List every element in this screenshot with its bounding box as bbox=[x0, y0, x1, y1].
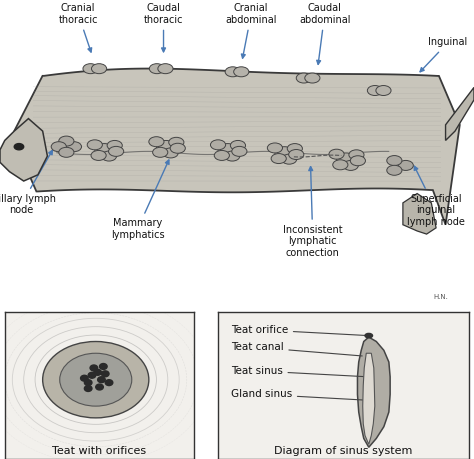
Text: Teat canal: Teat canal bbox=[231, 342, 362, 356]
Circle shape bbox=[337, 153, 356, 165]
Polygon shape bbox=[0, 118, 47, 181]
Ellipse shape bbox=[60, 353, 132, 406]
Circle shape bbox=[107, 140, 122, 151]
Circle shape bbox=[210, 140, 226, 150]
Circle shape bbox=[83, 64, 98, 73]
Circle shape bbox=[156, 140, 175, 153]
Text: H.N.: H.N. bbox=[433, 294, 448, 300]
Circle shape bbox=[376, 85, 391, 95]
Circle shape bbox=[81, 375, 88, 381]
Text: Caudal
abdominal: Caudal abdominal bbox=[299, 3, 350, 64]
Circle shape bbox=[96, 384, 103, 390]
Circle shape bbox=[230, 140, 246, 151]
Circle shape bbox=[232, 146, 247, 157]
Circle shape bbox=[234, 67, 249, 77]
Circle shape bbox=[343, 161, 358, 170]
Circle shape bbox=[94, 369, 101, 375]
Circle shape bbox=[282, 154, 297, 164]
Circle shape bbox=[88, 372, 96, 378]
Circle shape bbox=[365, 333, 373, 338]
Text: Inconsistent
lymphatic
connection: Inconsistent lymphatic connection bbox=[283, 167, 343, 258]
Circle shape bbox=[163, 148, 178, 158]
Text: Caudal
thoracic: Caudal thoracic bbox=[144, 3, 183, 52]
Ellipse shape bbox=[43, 341, 149, 418]
Text: Cranial
abdominal: Cranial abdominal bbox=[226, 3, 277, 58]
Circle shape bbox=[349, 150, 364, 160]
Circle shape bbox=[225, 151, 240, 161]
Circle shape bbox=[296, 73, 311, 83]
Text: Inguinal: Inguinal bbox=[420, 38, 467, 72]
Circle shape bbox=[59, 147, 74, 157]
Circle shape bbox=[87, 140, 102, 150]
Circle shape bbox=[109, 146, 124, 157]
Circle shape bbox=[84, 386, 92, 392]
Circle shape bbox=[91, 151, 106, 161]
Circle shape bbox=[289, 150, 304, 159]
Circle shape bbox=[350, 156, 365, 166]
Polygon shape bbox=[357, 337, 390, 447]
Circle shape bbox=[98, 377, 105, 383]
Polygon shape bbox=[403, 194, 436, 234]
Circle shape bbox=[275, 147, 294, 159]
Polygon shape bbox=[363, 353, 375, 444]
Circle shape bbox=[271, 154, 286, 163]
Text: Mammary
lymphatics: Mammary lymphatics bbox=[110, 160, 169, 240]
Circle shape bbox=[149, 64, 164, 73]
Circle shape bbox=[387, 165, 402, 175]
Circle shape bbox=[169, 137, 184, 147]
Circle shape bbox=[170, 143, 185, 153]
Text: Axillary lymph
node: Axillary lymph node bbox=[0, 151, 56, 215]
Circle shape bbox=[214, 151, 229, 161]
Circle shape bbox=[149, 137, 164, 147]
Circle shape bbox=[51, 142, 66, 151]
Circle shape bbox=[101, 151, 117, 161]
Circle shape bbox=[90, 365, 98, 371]
Circle shape bbox=[91, 64, 107, 73]
Circle shape bbox=[333, 160, 348, 170]
Circle shape bbox=[84, 380, 92, 386]
Circle shape bbox=[95, 144, 114, 156]
Circle shape bbox=[218, 144, 237, 156]
Circle shape bbox=[267, 143, 283, 153]
Circle shape bbox=[329, 149, 344, 159]
Polygon shape bbox=[446, 87, 474, 140]
Circle shape bbox=[367, 85, 383, 95]
Circle shape bbox=[66, 142, 82, 151]
Text: Teat sinus: Teat sinus bbox=[231, 366, 364, 376]
Circle shape bbox=[59, 136, 74, 146]
Text: Teat orifice: Teat orifice bbox=[231, 325, 366, 336]
Text: Superficial
inguinal
lymph node: Superficial inguinal lymph node bbox=[407, 166, 465, 227]
Circle shape bbox=[105, 380, 113, 386]
Text: Diagram of sinus system: Diagram of sinus system bbox=[274, 446, 413, 456]
Text: Gland sinus: Gland sinus bbox=[231, 389, 365, 400]
Circle shape bbox=[100, 364, 107, 369]
Polygon shape bbox=[14, 68, 460, 225]
Circle shape bbox=[387, 156, 402, 166]
Circle shape bbox=[305, 73, 320, 83]
Circle shape bbox=[14, 144, 24, 150]
Circle shape bbox=[287, 144, 302, 154]
Circle shape bbox=[158, 64, 173, 73]
Circle shape bbox=[398, 161, 413, 170]
Text: Teat with orifices: Teat with orifices bbox=[53, 446, 146, 456]
Circle shape bbox=[153, 147, 168, 157]
Text: Cranial
thoracic: Cranial thoracic bbox=[58, 3, 98, 52]
Circle shape bbox=[101, 371, 109, 377]
Circle shape bbox=[225, 67, 240, 77]
